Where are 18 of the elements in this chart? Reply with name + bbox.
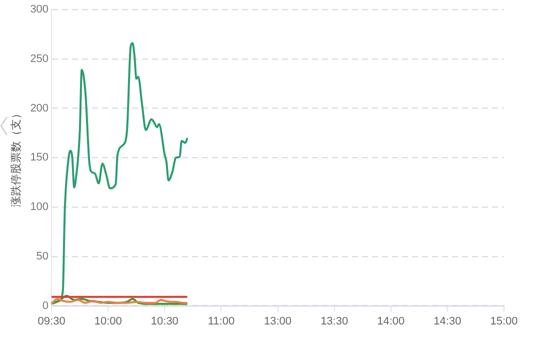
x-tick-label: 10:00 <box>94 315 122 328</box>
x-tick-label: 10:30 <box>150 315 178 328</box>
line-series <box>50 294 188 305</box>
x-tick-label: 15:00 <box>490 315 518 328</box>
x-tick-label: 09:30 <box>38 315 66 328</box>
x-tick-label: 14:30 <box>434 315 462 328</box>
y-tick-label: 50 <box>36 250 49 262</box>
x-tick-label: 11:00 <box>208 315 235 328</box>
y-tick-label: 200 <box>30 102 49 114</box>
y-tick-label: 0 <box>42 300 49 312</box>
x-tick-label: 13:30 <box>320 315 348 328</box>
y-axis-title: 涨跌停股票数（支） <box>10 108 23 208</box>
x-tick-label: 13:00 <box>264 315 292 328</box>
y-tick-label: 250 <box>30 53 49 65</box>
y-tick-label: 150 <box>30 152 49 164</box>
y-tick-label: 300 <box>30 4 49 16</box>
x-tick-label: 14:00 <box>377 315 405 328</box>
y-tick-label: 100 <box>30 201 49 214</box>
